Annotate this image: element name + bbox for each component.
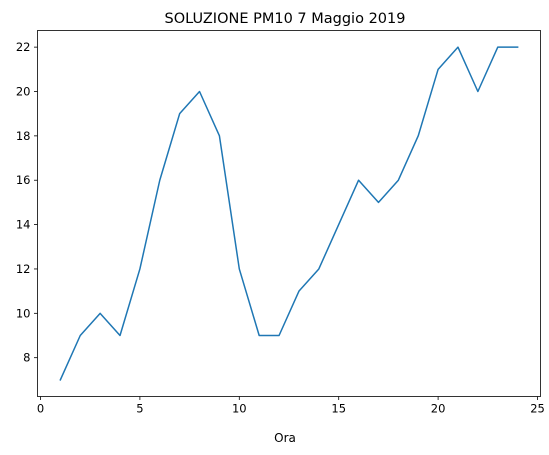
- y-tick-label: 18: [16, 129, 31, 143]
- y-tick-label: 8: [23, 351, 30, 365]
- x-axis-label: Ora: [274, 431, 296, 445]
- y-tick-label: 14: [16, 218, 31, 232]
- plot-frame: [37, 30, 541, 397]
- x-tick-label: 0: [37, 402, 44, 416]
- x-tick-label: 10: [232, 402, 247, 416]
- plot-area: [37, 30, 541, 397]
- x-tick-label: 15: [331, 402, 346, 416]
- x-tick-label: 25: [530, 402, 545, 416]
- y-tick-label: 16: [16, 173, 31, 187]
- y-tick-label: 22: [16, 40, 31, 54]
- y-tick-label: 20: [16, 85, 31, 99]
- y-tick-label: 10: [16, 306, 31, 320]
- y-tick-label: 12: [16, 262, 31, 276]
- x-tick-label: 20: [431, 402, 446, 416]
- y-axis: 8 10 12 14 16 18 20 22: [16, 40, 38, 365]
- x-tick-label: 5: [136, 402, 143, 416]
- x-axis: 0 5 10 15 20 25: [37, 396, 545, 416]
- chart-title: SOLUZIONE PM10 7 Maggio 2019: [165, 11, 406, 27]
- series-line-0: [59, 46, 519, 381]
